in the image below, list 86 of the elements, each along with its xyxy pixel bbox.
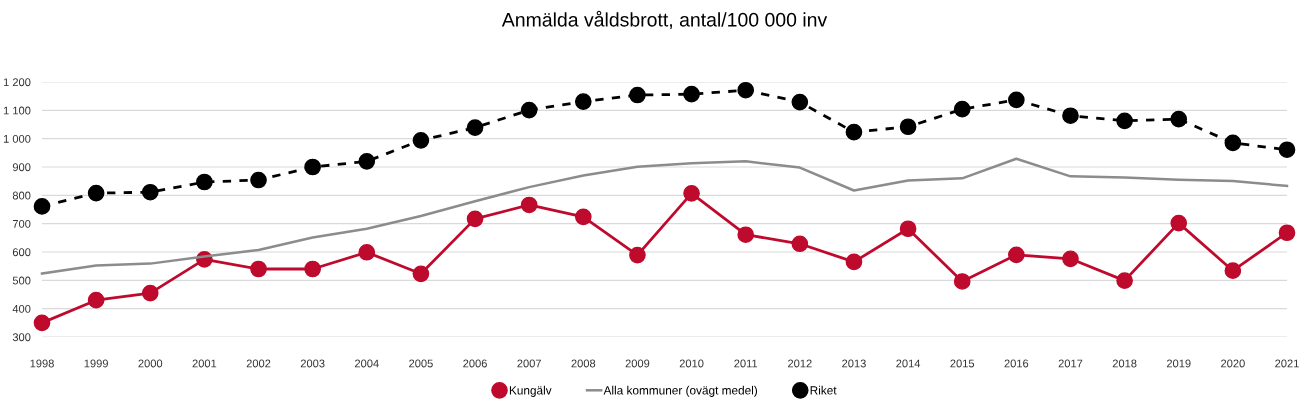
point	[1116, 272, 1133, 289]
point	[1224, 262, 1242, 280]
x-tick-label: 2000	[138, 359, 163, 368]
point	[412, 265, 430, 283]
legend-label: Riket	[810, 385, 837, 395]
point	[899, 118, 917, 136]
point	[953, 273, 971, 290]
x-tick-label: 2012	[788, 359, 812, 368]
point	[1008, 91, 1025, 109]
x-tick-label: 2007	[517, 359, 541, 368]
y-tick-label: 700	[12, 219, 31, 228]
x-tick-label: 2020	[1221, 359, 1245, 368]
x-tick-label: 1999	[84, 359, 108, 368]
point	[953, 100, 971, 118]
legend-label: Kungälv	[509, 385, 552, 397]
y-tick-label: 400	[12, 304, 31, 313]
point	[141, 183, 159, 201]
point	[33, 314, 51, 332]
point	[33, 198, 51, 215]
point	[845, 253, 863, 271]
point	[629, 86, 646, 104]
point	[1278, 224, 1296, 242]
point	[574, 93, 592, 110]
x-tick-label: 2014	[896, 359, 921, 368]
point	[196, 173, 213, 191]
x-tick-label: 2011	[734, 359, 758, 368]
point	[87, 184, 105, 202]
x-tick-label: 2019	[1166, 359, 1191, 368]
x-tick-label: 1998	[30, 359, 54, 368]
x-tick-label: 2003	[300, 359, 325, 368]
point	[1062, 250, 1079, 268]
point	[737, 81, 755, 99]
point	[791, 93, 809, 111]
x-tick-label: 2016	[1004, 359, 1029, 368]
point	[1008, 246, 1025, 264]
point	[520, 196, 538, 214]
line-series	[40, 157, 1289, 275]
point	[574, 208, 592, 226]
point	[87, 291, 105, 309]
point	[250, 260, 267, 278]
y-tick-label: 600	[12, 248, 31, 257]
point	[737, 226, 755, 244]
point	[899, 220, 917, 238]
point	[629, 246, 646, 264]
point	[304, 158, 321, 176]
point	[683, 185, 700, 202]
y-tick-label: 300	[12, 333, 31, 342]
y-tick-label: 800	[12, 191, 31, 200]
point	[520, 101, 538, 119]
point	[466, 210, 484, 228]
point	[1170, 214, 1188, 232]
x-tick-label: 2015	[950, 359, 975, 368]
y-tick-label: 900	[12, 163, 31, 172]
y-tick-label: 500	[12, 276, 31, 285]
point	[1062, 107, 1079, 125]
x-tick-label: 2006	[463, 359, 487, 368]
x-tick-label: 2001	[192, 359, 217, 368]
point	[466, 119, 484, 136]
x-tick-label: 2017	[1058, 359, 1083, 368]
x-tick-label: 2004	[354, 359, 379, 368]
point	[791, 235, 809, 253]
chart-title: Anmälda våldsbrott, antal/100 000 inv	[501, 10, 828, 29]
x-tick-label: 2021	[1275, 359, 1299, 368]
x-tick-label: 2008	[571, 359, 596, 368]
point	[141, 284, 159, 302]
y-tick-label: 1 200	[3, 78, 31, 87]
legend-label: Alla kommuner (ovägt medel)	[603, 385, 758, 397]
point	[358, 152, 376, 170]
x-tick-label: 2013	[842, 359, 866, 368]
point	[250, 171, 267, 189]
point	[304, 260, 321, 278]
y-tick-label: 1 000	[3, 134, 31, 143]
x-tick-label: 2002	[246, 359, 271, 368]
point	[358, 243, 376, 261]
point	[845, 123, 863, 141]
point	[683, 85, 700, 103]
point	[1170, 110, 1188, 128]
x-tick-label: 2005	[409, 359, 433, 368]
point	[1224, 134, 1242, 152]
y-tick-label: 1 100	[3, 106, 31, 115]
point	[1116, 112, 1133, 130]
x-tick-label: 2010	[679, 359, 704, 368]
point	[412, 132, 430, 149]
x-tick-label: 2009	[625, 359, 650, 368]
point	[1278, 141, 1296, 159]
x-tick-label: 2018	[1112, 359, 1137, 368]
